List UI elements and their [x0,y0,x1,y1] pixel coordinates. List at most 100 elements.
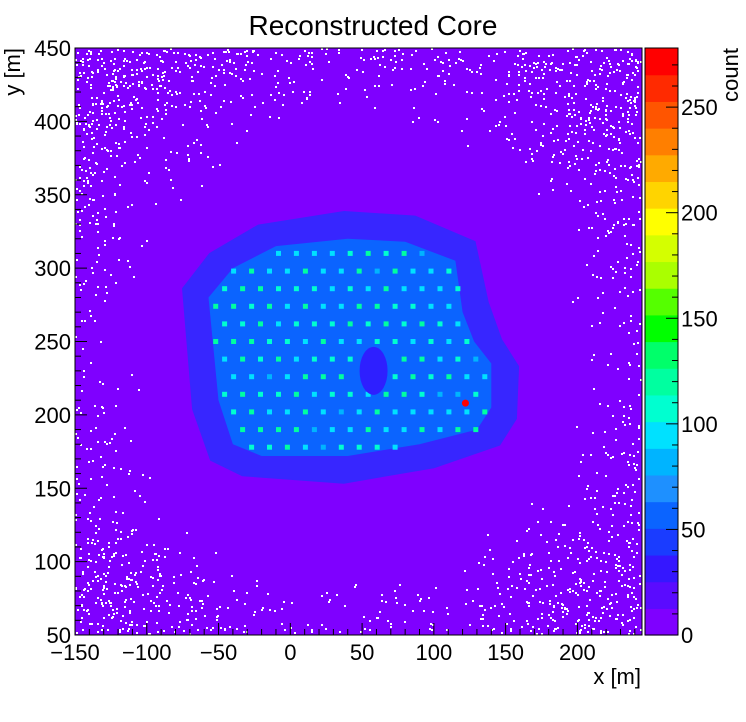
detector-bin [249,444,255,450]
detector-bin [240,286,246,292]
detector-bin [231,409,237,415]
detector-bin [249,303,255,309]
detector-bin [311,391,317,397]
detector-bin [428,409,434,415]
detector-bin [347,286,353,292]
detector-bin [240,356,246,362]
detector-bin [293,391,299,397]
detector-bin [302,409,308,415]
colorbar-segment [645,181,678,209]
detector-bin [401,286,407,292]
detector-bin [455,391,461,397]
detector-bin [374,339,380,344]
colorbar-segment [645,101,678,129]
colorbar-segment [645,208,678,236]
detector-bin [455,427,461,433]
detector-bin [284,303,290,309]
detector-bin [258,427,263,433]
detector-bin [222,286,228,292]
detector-bin [284,409,290,415]
colorbar [644,47,679,636]
detector-bin [311,356,317,362]
detector-bin [392,374,398,380]
colorbar-segment [645,608,678,636]
detector-bin [338,268,344,274]
detector-bin [267,374,272,380]
detector-bin [374,268,380,274]
color-scale: 0 50 100 150 200 250 count [644,47,743,648]
detector-bin [437,286,443,292]
detector-bin [437,391,443,397]
detector-bin [401,391,407,397]
detector-bin [284,339,290,344]
detector-bin [276,321,281,327]
colorbar-segment [645,554,678,583]
detector-bin [338,444,344,450]
y-tick-label: 300 [34,256,71,281]
x-axis-label: x [m] [593,664,641,689]
detector-bin [446,374,452,380]
colorbar-segment [645,128,678,156]
detector-bin [320,444,326,450]
plot-area [74,47,643,636]
detector-bin [419,250,425,256]
x-tick-label: −50 [200,640,237,665]
detector-bin [464,374,470,380]
colorbar-segment [645,528,678,556]
detector-bin [258,321,263,327]
colorbar-axis: 0 50 100 150 200 250 [666,64,718,648]
detector-bin [419,286,425,292]
detector-bin [356,444,362,450]
colorbar-segment [645,501,678,529]
detector-bin [347,321,353,327]
detector-bin [428,374,434,380]
detector-bin [249,268,255,274]
detector-bin [401,250,407,256]
detector-bin [473,391,479,397]
detector-bin [401,427,407,433]
detector-bin [276,286,281,292]
detector-bin [302,444,308,450]
detector-bin [329,356,335,362]
colorbar-label: count [718,48,743,102]
y-tick-label: 450 [34,36,71,61]
detector-bin [464,409,470,415]
detector-bin [392,339,398,344]
detector-bin [311,286,317,292]
detector-bin [311,250,317,256]
x-tick-label: 200 [559,640,596,665]
detector-bin [428,268,434,274]
colorbar-segment [645,288,678,316]
detector-bin [446,303,452,309]
detector-bin [446,339,452,344]
detector-bin [231,303,237,309]
detector-bin [437,321,443,327]
z-tick-label: 50 [681,517,705,542]
detector-grid [213,250,488,450]
detector-bin [347,250,353,256]
detector-bin [311,427,317,433]
detector-bin [347,391,353,397]
detector-bin [276,356,281,362]
detector-bin [293,356,299,362]
detector-bin [267,409,272,415]
detector-bin [320,409,326,415]
detector-bin [320,303,326,309]
detector-bin [356,339,362,344]
detector-bin [428,339,434,344]
x-tick-label: −150 [50,640,100,665]
detector-bin [276,427,281,433]
z-tick-label: 0 [681,623,693,648]
detector-bin [419,427,425,433]
colorbar-segment [645,154,678,183]
y-tick-label: 50 [47,623,71,648]
detector-bin [213,303,219,309]
detector-bin [401,356,407,362]
detector-bin [365,321,371,327]
detector-bin [338,339,344,344]
x-axis: −150 −100 −50 0 50 100 150 200 [50,623,636,665]
x-tick-label: −100 [122,640,172,665]
detector-bin [293,286,299,292]
detector-bin [320,268,326,274]
colorbar-segment [645,234,678,263]
